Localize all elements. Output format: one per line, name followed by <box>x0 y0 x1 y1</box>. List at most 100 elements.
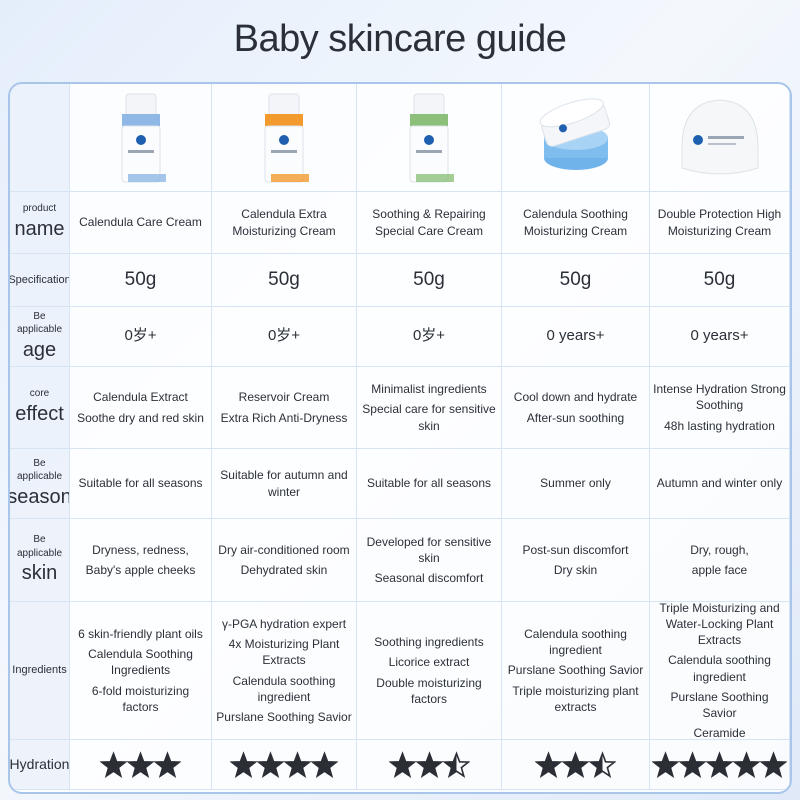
cell-text: Purslane Soothing Savior <box>507 663 644 678</box>
rating-cell <box>650 740 790 790</box>
cell-text: Dry air-conditioned room <box>218 542 350 557</box>
cell-text: 48h lasting hydration <box>664 418 775 433</box>
corner-cell <box>10 84 70 192</box>
cell-text: Calendula soothing ingredient <box>668 653 771 684</box>
row-label-text: Specification <box>10 273 70 286</box>
row-label-text: product <box>22 203 57 215</box>
cell-text: Dry skin <box>553 563 598 577</box>
product-image <box>502 84 650 192</box>
cell-text: 50g <box>124 269 157 291</box>
cell-text: Extra Rich Anti-Dryness <box>220 410 348 425</box>
cell-text: γ-PGA hydration expert <box>221 616 347 631</box>
rating-cell <box>212 740 357 790</box>
cell-text: Purslane Soothing Savior <box>216 709 352 724</box>
product-image <box>357 84 502 192</box>
table-cell: Soothing ingredients Licorice extract Doub… <box>357 602 502 740</box>
table-cell: Triple Moisturizing and Water-Locking Pl… <box>650 602 790 740</box>
table-cell: Reservoir Cream Extra Rich Anti-Dryness <box>212 367 357 449</box>
row-label: Ingredients <box>10 602 70 740</box>
cell-text: Developed for sensitive skin <box>366 534 492 565</box>
cell-text: 0岁+ <box>412 327 446 345</box>
cell-text: Summer only <box>540 476 611 491</box>
cell-text: After-sun soothing <box>526 410 625 425</box>
cell-text: Baby's apple cheeks <box>85 563 196 577</box>
cell-text: 0岁+ <box>267 327 301 345</box>
row-label-text: season <box>10 485 70 508</box>
cell-text: Licorice extract <box>388 655 470 670</box>
table-cell: 0 years+ <box>650 307 790 367</box>
cell-text: Suitable for autumn and winter <box>220 468 348 499</box>
table-cell: Suitable for all seasons <box>70 449 212 519</box>
cell-text: Seasonal discomfort <box>374 571 484 586</box>
star-rating <box>652 750 787 778</box>
table-cell: γ-PGA hydration expert 4x Moisturizing Pl… <box>212 602 357 740</box>
star-rating <box>535 750 616 778</box>
row-label-text: Ingredients <box>12 664 67 677</box>
cell-text: Dryness, redness, <box>92 542 189 557</box>
rating-cell <box>70 740 212 790</box>
cell-text: Intense Hydration Strong Soothing <box>653 382 786 413</box>
table-cell: Summer only <box>502 449 650 519</box>
table-cell: Calendula Care Cream <box>70 192 212 254</box>
table-cell: Intense Hydration Strong Soothing 48h las… <box>650 367 790 449</box>
cell-text: 0 years+ <box>690 327 749 345</box>
table-cell: Minimalist ingredients Special care for s… <box>357 367 502 449</box>
row-label-text: effect <box>15 402 64 425</box>
cell-text: Dehydrated skin <box>240 563 328 577</box>
cell-text: 6 skin-friendly plant oils <box>78 627 203 642</box>
row-label: Specification <box>10 254 70 307</box>
row-label: product name <box>10 192 70 254</box>
cell-text: Reservoir Cream <box>238 390 330 405</box>
table-cell: Dryness, redness, Baby's apple cheeks <box>70 519 212 602</box>
cell-text: Minimalist ingredients <box>371 382 487 397</box>
table-cell: Developed for sensitive skin Seasonal dis… <box>357 519 502 602</box>
table-cell: Post-sun discomfort Dry skin <box>502 519 650 602</box>
row-label-text: name <box>14 217 65 240</box>
table-cell: Calendula soothing ingredient Purslane So… <box>502 602 650 740</box>
cell-text: Triple moisturizing plant extracts <box>512 683 639 714</box>
cell-text: 50g <box>559 269 592 291</box>
row-label: Be applicable skin <box>10 519 70 602</box>
cell-text: Suitable for all seasons <box>366 476 492 491</box>
table-cell: Soothing & Repairing Special Care Cream <box>357 192 502 254</box>
row-label-text: Be applicable <box>16 457 63 483</box>
table-cell: 50g <box>357 254 502 307</box>
table-cell: Autumn and winter only <box>650 449 790 519</box>
comparison-table: product name Calendula Care Cream Calendula… <box>8 82 792 794</box>
table-cell: 50g <box>650 254 790 307</box>
table-cell: 50g <box>212 254 357 307</box>
row-label-text: Hydration <box>10 756 70 773</box>
row-label-text: core <box>29 388 50 400</box>
cell-text: Double moisturizing factors <box>376 675 482 706</box>
row-label: core effect <box>10 367 70 449</box>
cell-text: 0岁+ <box>124 327 157 345</box>
table-cell: Suitable for autumn and winter <box>212 449 357 519</box>
star-rating <box>100 750 181 778</box>
cell-text: Calendula Soothing Ingredients <box>88 647 193 678</box>
cell-text: Cool down and hydrate <box>513 390 638 405</box>
rating-cell <box>502 740 650 790</box>
cell-text: 50g <box>413 269 445 291</box>
cell-text: Calendula Extract <box>93 390 188 405</box>
cell-text: Calendula soothing ingredient <box>232 673 336 704</box>
table-cell: Calendula Extra Moisturizing Cream <box>212 192 357 254</box>
rating-cell <box>357 740 502 790</box>
table-cell: 0 years+ <box>502 307 650 367</box>
cell-text: Soothing ingredients <box>374 635 484 650</box>
cell-text: Calendula Extra Moisturizing Cream <box>232 207 336 238</box>
table-cell: 0岁+ <box>357 307 502 367</box>
row-label-text: Be applicable <box>16 310 63 336</box>
cell-text: 50g <box>268 269 300 291</box>
cell-text: Dry, rough, <box>690 542 749 557</box>
cell-text: Calendula soothing ingredient <box>524 627 627 658</box>
product-image <box>650 84 790 192</box>
cell-text: 0 years+ <box>546 327 605 345</box>
cell-text: apple face <box>691 563 748 577</box>
table-cell: Double Protection High Moisturizing Crea… <box>650 192 790 254</box>
product-image <box>70 84 212 192</box>
cell-text: 4x Moisturizing Plant Extracts <box>228 637 340 668</box>
cell-text: Ceramide <box>693 726 746 740</box>
table-cell: Calendula Extract Soothe dry and red skin <box>70 367 212 449</box>
star-rating <box>230 750 338 778</box>
